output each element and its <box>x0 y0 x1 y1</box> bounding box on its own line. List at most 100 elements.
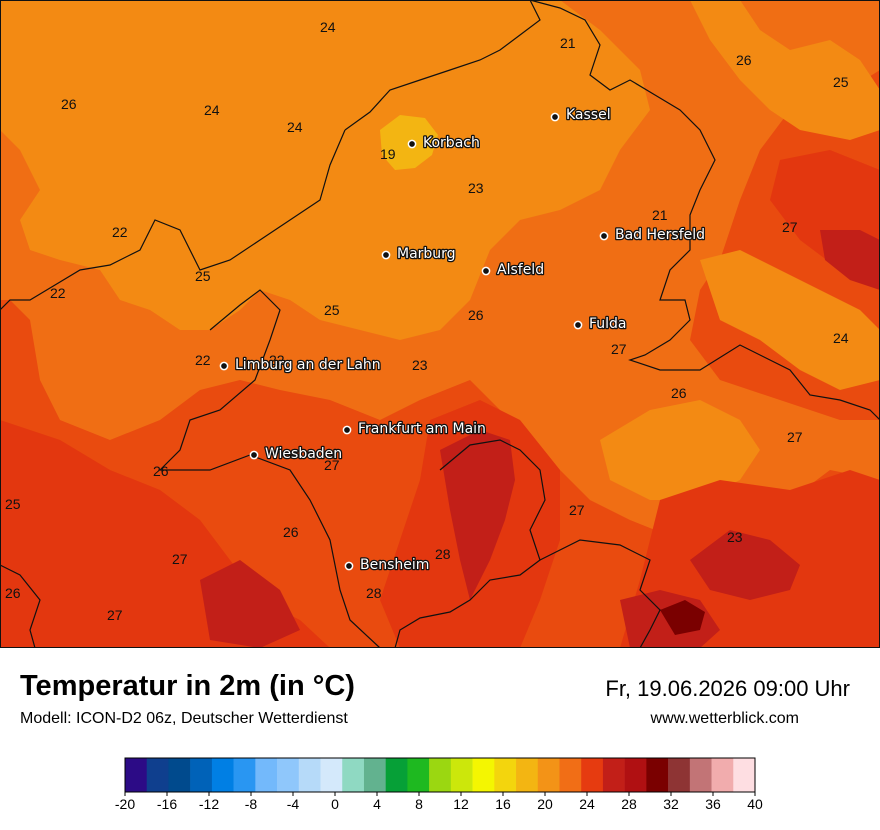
city-kassel: Kassel <box>550 106 612 124</box>
temperature-label: 25 <box>5 496 21 512</box>
legend-swatch <box>668 758 691 792</box>
temperature-label: 22 <box>112 224 128 240</box>
temperature-label: 26 <box>283 524 299 540</box>
state-border-southeast <box>539 539 661 648</box>
model-info: Modell: ICON-D2 06z, Deutscher Wetterdie… <box>20 710 348 727</box>
state-border-north <box>344 0 541 131</box>
legend-tick-label: 8 <box>415 796 423 812</box>
temperature-label: 24 <box>833 330 849 346</box>
temperature-label: 27 <box>569 502 585 518</box>
legend-swatch <box>494 758 517 792</box>
legend-swatch <box>190 758 213 792</box>
temperature-label: 26 <box>468 307 484 323</box>
city-label: Fulda <box>589 316 627 332</box>
city-label: Kassel <box>566 107 611 123</box>
city-bensheim: Bensheim <box>344 556 431 574</box>
temperature-label: 27 <box>787 429 803 445</box>
temperature-label: 27 <box>324 457 340 473</box>
temperature-label: 22 <box>269 352 285 368</box>
legend-swatch <box>516 758 539 792</box>
legend-swatch <box>233 758 256 792</box>
website-link[interactable]: www.wetterblick.com <box>650 710 799 727</box>
city-frankfurt: Frankfurt am Main <box>342 420 487 438</box>
city-limburg: Limburg an der Lahn <box>219 356 382 374</box>
legend-tick-label: -4 <box>287 796 300 812</box>
temperature-map: 24 21 26 25 26 24 24 19 23 21 27 22 25 2… <box>0 0 880 648</box>
city-bad-hersfeld: Bad Hersfeld <box>599 226 706 244</box>
zone-28-30-spessart <box>690 530 800 600</box>
city-dot <box>219 361 229 371</box>
legend-swatch <box>277 758 300 792</box>
temperature-label: 26 <box>736 52 752 68</box>
city-dot <box>342 425 352 435</box>
city-fulda: Fulda <box>573 315 628 333</box>
temperature-label: 21 <box>560 35 576 51</box>
legend-swatch <box>689 758 712 792</box>
temperature-label: 27 <box>172 551 188 567</box>
city-label: Alsfeld <box>497 262 544 278</box>
map-title: Temperatur in 2m (in °C) <box>20 670 355 702</box>
legend-swatch <box>581 758 604 792</box>
city-dot <box>599 231 609 241</box>
city-label: Bad Hersfeld <box>615 227 705 243</box>
temperature-label: 24 <box>204 102 220 118</box>
legend-tick-label: -12 <box>199 796 219 812</box>
zone-28-30-rhine <box>440 430 515 600</box>
legend-ticks: -20 -16 -12 -8 -4 0 4 8 12 16 20 24 28 32 36 40 <box>115 792 763 812</box>
legend-tick-label: 12 <box>453 796 469 812</box>
legend-swatch <box>624 758 647 792</box>
legend-swatch <box>733 758 756 792</box>
legend-tick-label: -20 <box>115 796 135 812</box>
city-dot <box>573 320 583 330</box>
legend-tick-label: 32 <box>663 796 679 812</box>
legend-tick-label: 36 <box>705 796 721 812</box>
country-border-west <box>0 564 41 648</box>
city-label: Bensheim <box>360 557 429 573</box>
legend-swatch <box>125 758 148 792</box>
forecast-datetime: Fr, 19.06.2026 09:00 Uhr <box>605 676 850 701</box>
legend-tick-label: 20 <box>537 796 553 812</box>
city-korbach: Korbach <box>407 134 481 152</box>
city-dot <box>344 561 354 571</box>
temperature-label: 22 <box>195 352 211 368</box>
city-label: Marburg <box>397 246 456 262</box>
temperature-label: 22 <box>50 285 66 301</box>
temperature-label: 28 <box>366 585 382 601</box>
legend-swatch <box>559 758 582 792</box>
city-wiesbaden: Wiesbaden <box>249 445 343 463</box>
city-markers: Kassel Korbach Bad Hersfeld Marburg Alsf… <box>219 106 706 574</box>
legend-tick-label: -16 <box>157 796 177 812</box>
legend-tick-label: 24 <box>579 796 595 812</box>
borders <box>0 0 880 648</box>
state-border-southwest <box>158 289 381 648</box>
legend-swatch <box>472 758 495 792</box>
temperature-label: 19 <box>380 146 396 162</box>
temperature-label: 23 <box>727 529 743 545</box>
temperature-label: 21 <box>652 207 668 223</box>
legend-tick-label: 4 <box>373 796 381 812</box>
city-label: Frankfurt am Main <box>358 421 486 437</box>
temperature-label: 26 <box>671 385 687 401</box>
state-border-west <box>0 129 346 311</box>
legend-tick-label: -8 <box>245 796 258 812</box>
city-marburg: Marburg <box>381 245 457 263</box>
legend-swatches <box>124 757 756 793</box>
zone-30-32 <box>660 600 705 635</box>
city-label: Limburg an der Lahn <box>235 357 381 373</box>
state-border-northeast <box>529 0 880 421</box>
temperature-label: 26 <box>61 96 77 112</box>
legend-swatch <box>646 758 669 792</box>
legend-tick-label: 0 <box>331 796 339 812</box>
temperature-label: 25 <box>324 302 340 318</box>
city-label: Korbach <box>423 135 480 151</box>
legend-swatch <box>450 758 473 792</box>
temperature-label: 24 <box>287 119 303 135</box>
legend-swatch <box>146 758 169 792</box>
legend-swatch <box>298 758 321 792</box>
city-dot <box>550 112 560 122</box>
legend-swatch <box>385 758 408 792</box>
zone-22-24-south <box>600 400 760 500</box>
zone-22-24-upper <box>690 0 880 140</box>
zone-22-24-east <box>700 250 880 390</box>
legend-tick-label: 28 <box>621 796 637 812</box>
